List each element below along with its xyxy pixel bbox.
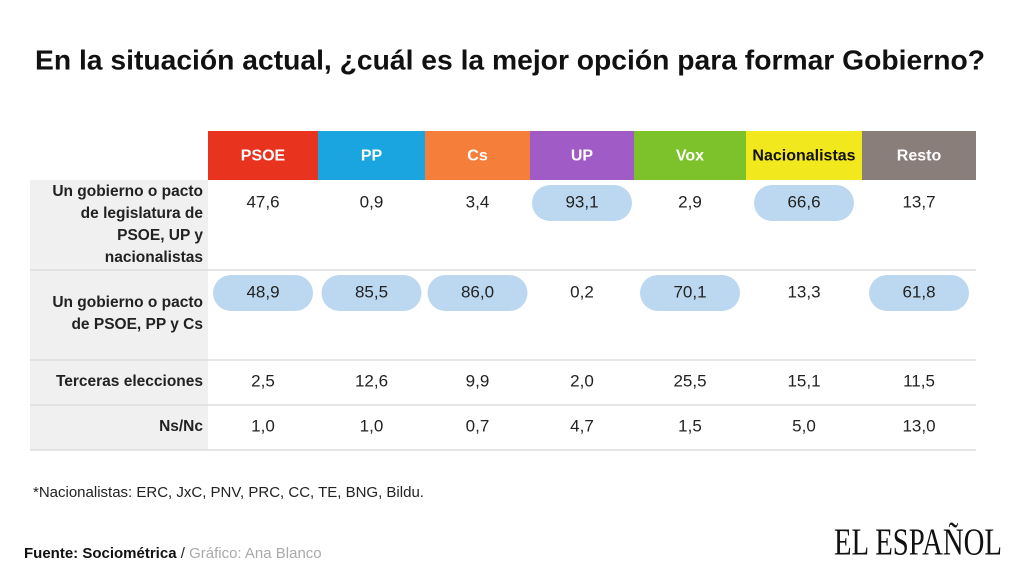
column-header: PP	[361, 148, 383, 165]
source: Fuente: Sociométrica / Gráfico: Ana Blan…	[24, 545, 322, 562]
cell-value: 15,1	[787, 371, 820, 390]
logo: EL ESPAÑOL	[834, 522, 1002, 564]
footnote: *Nacionalistas: ERC, JxC, PNV, PRC, CC, …	[33, 484, 424, 501]
cell-value: 12,6	[355, 371, 388, 390]
column-header-bg	[862, 131, 976, 180]
column-header-bg	[746, 131, 862, 180]
highlight-pill	[869, 275, 969, 311]
highlight-pill	[427, 275, 528, 311]
column-header-bg	[208, 131, 318, 180]
cell-value: 85,5	[355, 282, 388, 301]
row-label: PSOE, UP y	[117, 227, 203, 244]
cell-value: 9,9	[466, 371, 490, 390]
cell-value: 0,7	[466, 416, 490, 435]
row-label: de legislatura de	[81, 205, 204, 222]
cell-value: 48,9	[246, 282, 279, 301]
column-header-bg	[318, 131, 425, 180]
cell-value: 13,3	[787, 282, 820, 301]
cell-value: 5,0	[792, 416, 816, 435]
column-header: Nacionalistas	[752, 148, 855, 165]
highlight-pill	[754, 185, 854, 221]
row-label: Un gobierno o pacto	[52, 183, 203, 200]
cell-value: 86,0	[461, 282, 494, 301]
cell-value: 2,9	[678, 192, 702, 211]
column-header: Resto	[897, 148, 942, 165]
cell-value: 93,1	[565, 192, 598, 211]
row-label: nacionalistas	[105, 249, 203, 266]
cell-value: 1,0	[251, 416, 275, 435]
row-label: Terceras elecciones	[56, 373, 203, 390]
cell-value: 1,0	[360, 416, 384, 435]
row-label: de PSOE, PP y Cs	[71, 316, 203, 333]
cell-value: 0,9	[360, 192, 384, 211]
cell-value: 11,5	[903, 371, 935, 390]
column-header-bg	[530, 131, 634, 180]
cell-value: 2,5	[251, 371, 275, 390]
cell-value: 4,7	[570, 416, 594, 435]
column-header: Cs	[467, 148, 488, 165]
cell-value: 13,7	[902, 192, 935, 211]
source-label: Fuente: Sociométrica	[24, 545, 177, 562]
column-header: Vox	[676, 148, 704, 165]
title: En la situación actual, ¿cuál es la mejo…	[35, 44, 985, 75]
cell-value: 61,8	[902, 282, 935, 301]
highlight-pill	[532, 185, 632, 221]
cell-value: 66,6	[787, 192, 820, 211]
source-credit: Gráfico: Ana Blanco	[189, 545, 322, 562]
highlight-pill	[213, 275, 313, 311]
row-label: Un gobierno o pacto	[52, 294, 203, 311]
cell-value: 0,2	[570, 282, 594, 301]
source-separator: /	[181, 545, 186, 562]
column-header: PSOE	[241, 148, 286, 165]
cell-value: 25,5	[673, 371, 706, 390]
row-label: Ns/Nc	[159, 418, 203, 435]
column-header: UP	[571, 148, 594, 165]
cell-value: 13,0	[902, 416, 935, 435]
cell-value: 47,6	[246, 192, 279, 211]
cell-value: 2,0	[570, 371, 594, 390]
cell-value: 3,4	[466, 192, 490, 211]
highlight-pill	[640, 275, 740, 311]
column-header-bg	[634, 131, 746, 180]
cell-value: 1,5	[678, 416, 702, 435]
column-header-bg	[425, 131, 530, 180]
cell-value: 70,1	[673, 282, 706, 301]
highlight-pill	[321, 275, 422, 311]
